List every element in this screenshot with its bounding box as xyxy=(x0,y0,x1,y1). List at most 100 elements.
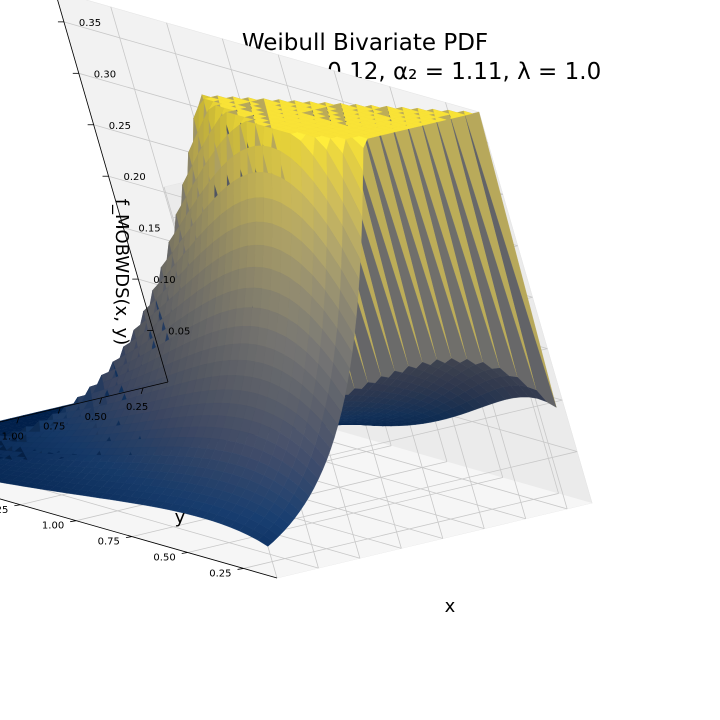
surface-patch xyxy=(232,201,241,229)
chart-title: Weibull Bivariate PDF xyxy=(242,30,488,56)
grid-line xyxy=(262,451,578,527)
surface-patch xyxy=(0,464,14,470)
grid-line xyxy=(243,493,559,569)
surface-patch xyxy=(262,245,273,270)
y-tick-label: 0.50 xyxy=(153,553,175,564)
axes: 0.250.500.751.001.251.501.752.000.250.50… xyxy=(0,0,278,579)
surface-patch xyxy=(0,450,15,456)
axis-line xyxy=(0,381,169,423)
surface-patch xyxy=(0,459,3,462)
surface-patch xyxy=(254,145,264,173)
surface-patch xyxy=(247,221,256,247)
surface-patch xyxy=(254,221,264,246)
z-tick-label: 0.15 xyxy=(138,224,160,235)
surface-patch xyxy=(251,287,262,309)
x-axis-label: x xyxy=(445,596,456,617)
surface-patch xyxy=(0,445,4,449)
x-tick-mark xyxy=(140,387,144,395)
surface-patch xyxy=(271,173,282,204)
surface-patch xyxy=(0,429,11,434)
surface-patch xyxy=(263,197,273,225)
surface-patch xyxy=(0,449,7,455)
surface-patch xyxy=(233,151,241,182)
surface-patch xyxy=(225,228,234,255)
surface-patch xyxy=(263,172,273,200)
z-axis-label: f_MOBWDS(x, y) xyxy=(111,199,132,346)
surface-patch xyxy=(0,440,2,442)
surface-patch xyxy=(258,308,270,330)
x-tick-label: 0.25 xyxy=(126,402,148,413)
axis-line xyxy=(57,0,169,383)
surface-patch xyxy=(267,310,279,333)
surface-patch xyxy=(240,198,248,226)
surface-patch xyxy=(0,468,8,474)
y-tick-label: 1.25 xyxy=(0,505,8,516)
surface-patch xyxy=(226,181,234,211)
surface-patch xyxy=(271,246,282,274)
x-tick-label: 1.00 xyxy=(2,432,24,443)
surface-patch xyxy=(269,290,280,314)
surface-patch xyxy=(263,221,273,248)
pdf-surface xyxy=(0,94,557,547)
y-tick-label: 1.00 xyxy=(42,521,64,532)
x-tick-mark xyxy=(57,407,61,414)
surface-patch xyxy=(0,463,6,469)
y-tick-mark xyxy=(237,568,244,570)
surface-patch xyxy=(260,288,271,311)
surface-patch xyxy=(238,245,248,270)
surface-patch xyxy=(237,267,247,290)
surface-patch xyxy=(240,173,248,203)
y-tick-mark xyxy=(181,552,188,554)
z-tick-label: 0.10 xyxy=(153,275,175,286)
surface-patch xyxy=(239,222,248,249)
surface-patch xyxy=(0,473,3,475)
surface-patch xyxy=(0,435,7,441)
surface-patch xyxy=(233,176,241,206)
surface-patch xyxy=(255,172,264,198)
surface-patch xyxy=(254,244,264,268)
y-axis-label: y xyxy=(175,507,186,528)
surface-patch xyxy=(0,425,9,430)
surface-patch xyxy=(0,473,11,479)
surface-patch xyxy=(247,197,256,224)
surface-patch xyxy=(0,456,4,459)
surface-patch xyxy=(0,454,9,460)
surface-patch xyxy=(0,478,13,484)
surface-patch xyxy=(246,244,256,268)
y-tick-label: 0.75 xyxy=(98,537,120,548)
surface-patch xyxy=(0,477,5,482)
surface-patch xyxy=(255,197,264,223)
surface-patch xyxy=(226,205,234,234)
surface-patch xyxy=(245,266,255,289)
surface-patch xyxy=(253,266,263,289)
z-tick-label: 0.25 xyxy=(109,121,131,132)
surface-patch xyxy=(272,199,282,228)
surface-patch xyxy=(271,223,282,251)
x-tick-label: 0.50 xyxy=(85,412,107,423)
surface-patch xyxy=(0,432,4,435)
z-tick-label: 0.05 xyxy=(168,327,190,338)
z-tick-label: 0.35 xyxy=(79,18,101,29)
surface-patch xyxy=(232,225,241,251)
axis-line xyxy=(0,498,278,579)
y-tick-mark xyxy=(14,504,21,507)
x-tick-label: 0.75 xyxy=(43,422,65,433)
surface-patch xyxy=(0,428,2,430)
surface-patch xyxy=(0,459,12,465)
surface-patch xyxy=(270,269,281,294)
surface-patch xyxy=(231,247,240,272)
x-tick-mark xyxy=(16,417,20,424)
z-tick-label: 0.20 xyxy=(124,172,146,183)
grid-line xyxy=(187,477,503,553)
y-tick-mark xyxy=(70,520,77,523)
surface-patch xyxy=(0,423,15,428)
surface-patch xyxy=(247,172,256,200)
surface-patch xyxy=(243,287,254,308)
surface-patch xyxy=(262,125,273,148)
grid-line xyxy=(0,476,319,569)
surface-patch xyxy=(232,124,241,157)
surface-patch xyxy=(261,267,272,291)
surface-patch xyxy=(270,147,282,178)
y-tick-mark xyxy=(125,536,133,538)
